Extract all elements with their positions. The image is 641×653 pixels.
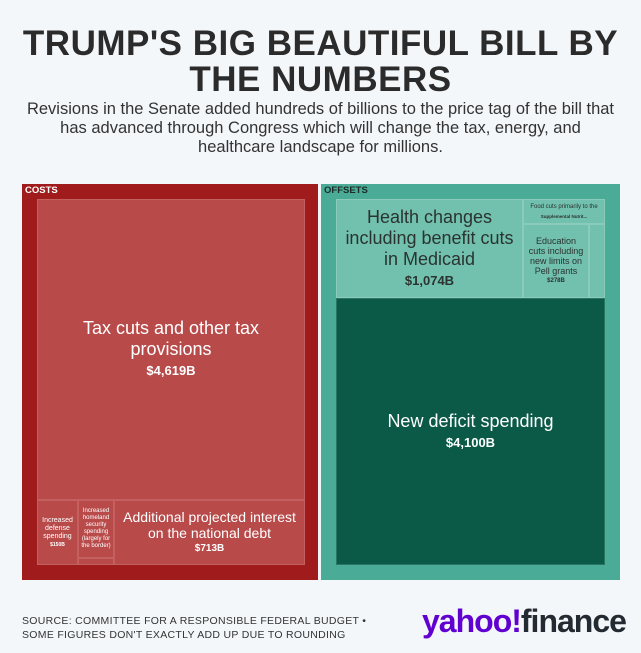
subtitle: Revisions in the Senate added hundreds o… (26, 100, 615, 156)
page-title: TRUMP'S BIG BEAUTIFUL BILL BY THE NUMBER… (22, 24, 619, 99)
source-line: SOURCE: COMMITTEE FOR A RESPONSIBLE FEDE… (22, 615, 367, 627)
logo-finance: finance (520, 603, 627, 639)
cell-new-deficit: New deficit spending $4,100B (336, 298, 605, 565)
cell-food: Food cuts primarily to the Supplemental … (523, 199, 605, 224)
rounding-note: SOME FIGURES DON'T EXACTLY ADD UP DUE TO… (22, 629, 346, 641)
cell-label: Health changes including benefit cuts in… (345, 206, 514, 269)
cell-label: Tax cuts and other tax provisions (82, 318, 260, 359)
offsets-label: OFFSETS (324, 185, 368, 196)
yahoo-finance-logo: yahoo!finance (422, 603, 627, 640)
cell-value: $1,074B (404, 272, 455, 288)
cell-value: $4,100B (445, 434, 496, 450)
cell-label: Food cuts primarily to the (530, 203, 598, 210)
cell-label: Additional projected interest on the nat… (123, 508, 296, 541)
cell-value: $4,619B (146, 363, 196, 378)
logo-yahoo: yahoo! (422, 603, 522, 639)
cell-value: $713B (194, 542, 225, 554)
cell-label: Increased defense spending (42, 516, 73, 540)
cell-health: Health changes including benefit cuts in… (336, 199, 523, 298)
cell-label: Education cuts including new limits on P… (528, 236, 584, 276)
cell-education: Education cuts including new limits on P… (523, 224, 589, 298)
cell-interest: Additional projected interest on the nat… (114, 500, 305, 565)
cell-tax-cuts: Tax cuts and other tax provisions $4,619… (37, 199, 305, 500)
cell-defense: Increased defense spending $150B (37, 500, 78, 565)
cell-value: $150B (50, 541, 65, 548)
costs-label: COSTS (25, 185, 58, 196)
source-note: SOURCE: COMMITTEE FOR A RESPONSIBLE FEDE… (22, 614, 366, 642)
cell-label: New deficit spending (387, 410, 554, 431)
cell-sublabel: Supplemental Nutrit... (540, 213, 588, 219)
cell-label: Increased homeland security spending (la… (81, 508, 111, 549)
cell-homeland: Increased homeland security spending (la… (78, 500, 114, 558)
cell-small-offset (589, 224, 605, 298)
cell-value: $278B (547, 278, 565, 284)
cell-small (78, 558, 114, 565)
